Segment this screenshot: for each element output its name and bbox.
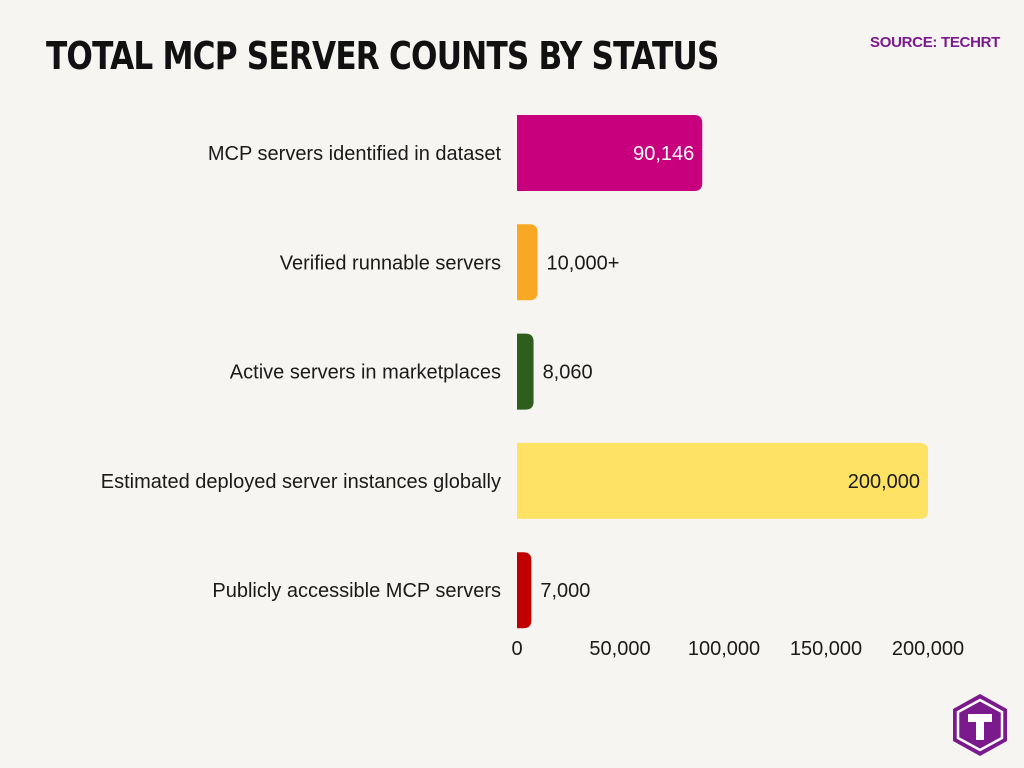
category-label: Verified runnable servers	[280, 252, 501, 274]
value-label: 10,000+	[547, 252, 620, 274]
value-label: 8,060	[543, 362, 593, 384]
page-title: TOTAL MCP SERVER COUNTS BY STATUS	[46, 34, 719, 78]
category-label: Active servers in marketplaces	[230, 362, 501, 384]
source-label: SOURCE: TECHRT	[870, 34, 1000, 51]
value-label: 7,000	[540, 580, 590, 602]
x-tick-label: 50,000	[589, 638, 650, 660]
x-tick-label: 200,000	[892, 638, 964, 660]
bar	[517, 552, 532, 629]
bar	[517, 442, 928, 519]
x-tick-label: 100,000	[688, 638, 760, 660]
bar	[517, 333, 534, 410]
value-label: 90,146	[633, 143, 694, 165]
bar	[517, 115, 703, 191]
category-label: MCP servers identified in dataset	[208, 143, 502, 165]
category-label: Estimated deployed server instances glob…	[101, 471, 501, 493]
x-tick-label: 150,000	[790, 638, 862, 660]
techrt-t-logo-icon	[953, 694, 1007, 756]
category-label: Publicly accessible MCP servers	[212, 580, 501, 602]
bar	[517, 224, 538, 301]
x-tick-label: 0	[511, 638, 522, 660]
value-label: 200,000	[848, 471, 920, 493]
bar-chart: MCP servers identified in dataset 90,146 V…	[101, 115, 964, 660]
